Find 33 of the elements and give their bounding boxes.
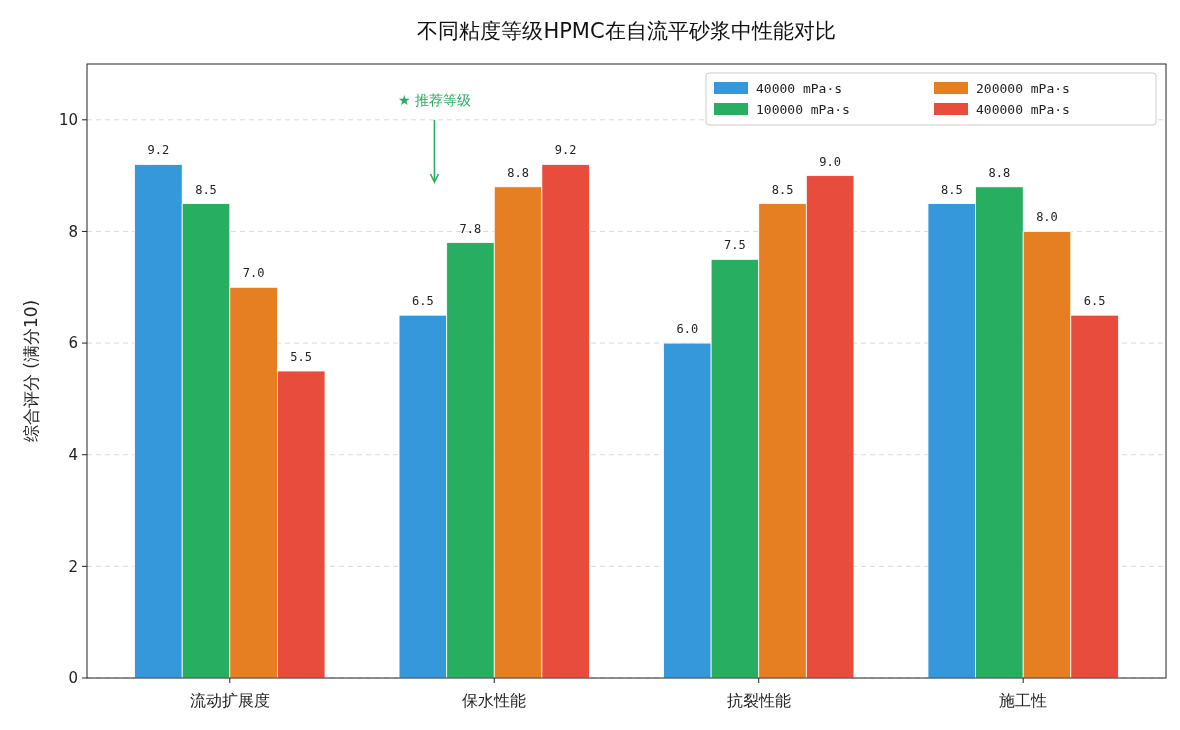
legend-label: 400000 mPa·s	[976, 101, 1070, 117]
x-tick-label: 流动扩展度	[189, 691, 270, 710]
legend-label: 40000 mPa·s	[756, 80, 843, 96]
y-tick-label: 6	[68, 334, 78, 353]
data-label: 9.0	[819, 154, 841, 169]
legend-label: 200000 mPa·s	[976, 80, 1070, 96]
data-label: 7.5	[724, 238, 746, 253]
legend-label: 100000 mPa·s	[756, 101, 850, 117]
data-label: 8.8	[507, 165, 529, 180]
annotation: ★ 推荐等级	[397, 92, 471, 108]
data-label: 6.5	[412, 294, 434, 309]
x-tick-label: 保水性能	[462, 691, 527, 710]
y-axis-title: 综合评分 (满分10)	[21, 299, 41, 443]
y-tick-label: 2	[68, 557, 78, 576]
x-tick-label: 施工性	[999, 691, 1048, 710]
data-label: 9.2	[554, 143, 577, 158]
data-label: 9.2	[147, 143, 170, 158]
data-label: 6.0	[676, 322, 699, 337]
data-label: 8.0	[1036, 210, 1058, 225]
data-label: 8.8	[988, 165, 1011, 180]
y-tick-label: 0	[68, 669, 78, 688]
y-tick-label: 4	[68, 445, 78, 464]
data-label: 8.5	[195, 182, 217, 197]
x-tick-label: 抗裂性能	[726, 691, 791, 710]
data-label: 7.0	[242, 266, 265, 281]
y-tick-label: 8	[68, 222, 78, 241]
data-label: 8.5	[771, 182, 794, 197]
data-label: 5.5	[290, 350, 313, 364]
data-label: 6.5	[1083, 294, 1106, 309]
data-label: 8.5	[940, 182, 963, 197]
chart-title: 不同粘度等级HPMC在自流平砂浆中性能对比	[417, 19, 836, 43]
y-tick-label: 10	[58, 111, 78, 130]
data-label: 7.8	[459, 221, 482, 236]
